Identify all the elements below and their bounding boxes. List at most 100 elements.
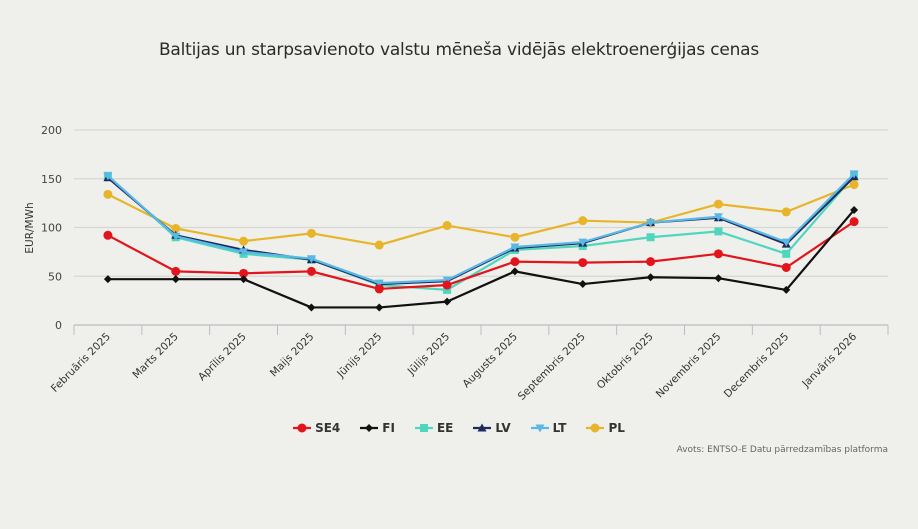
- data-point-pl: [374, 240, 384, 250]
- legend-swatch-se4: [293, 423, 312, 433]
- x-tick-label: Marts 2025: [130, 331, 181, 382]
- legend-swatch-fi: [360, 424, 379, 432]
- data-point-fi: [307, 303, 316, 312]
- data-point-lt: [171, 232, 181, 241]
- series-line-fi: [107, 209, 855, 309]
- data-point-pl: [103, 189, 113, 199]
- data-point-se4: [442, 280, 452, 290]
- legend-item-lt[interactable]: LT: [530, 421, 567, 435]
- data-point-pl: [239, 236, 249, 246]
- legend-item-ee[interactable]: EE: [414, 421, 453, 435]
- chart-title: Baltijas un starpsavienoto valstu mēneša…: [158, 40, 760, 60]
- data-point-lt: [849, 170, 859, 179]
- data-point-pl: [849, 180, 859, 190]
- legend-swatch-ee: [414, 424, 433, 432]
- legend-label: FI: [382, 421, 395, 435]
- legend-marker: [297, 423, 307, 433]
- data-point-lt: [781, 238, 791, 247]
- data-point-pl: [171, 223, 181, 233]
- legend-label: PL: [608, 421, 625, 435]
- data-point-se4: [103, 230, 113, 240]
- data-point-se4: [578, 258, 588, 268]
- series-line-se4: [107, 220, 855, 291]
- x-tick-label: Janvāris 2026: [799, 330, 859, 390]
- x-tick-label: Novembris 2025: [654, 331, 724, 401]
- x-tick-label: Aprīlis 2025: [196, 331, 249, 384]
- data-point-fi: [375, 303, 384, 312]
- data-point-lt: [578, 238, 588, 247]
- data-point-ee: [646, 233, 655, 242]
- data-point-fi: [239, 275, 248, 284]
- legend-marker: [419, 424, 428, 432]
- x-tick-label: Februāris 2025: [49, 331, 113, 395]
- legend-label: LT: [552, 421, 567, 435]
- y-tick-label: 200: [41, 124, 62, 137]
- series-line-ee: [107, 175, 855, 291]
- legend-swatch-lv: [473, 423, 492, 432]
- legend-swatch-pl: [586, 423, 605, 433]
- legend-item-lv[interactable]: LV: [473, 421, 511, 435]
- data-point-pl: [781, 207, 791, 217]
- data-point-fi: [443, 297, 452, 306]
- data-point-se4: [510, 257, 520, 267]
- data-point-pl: [442, 221, 452, 231]
- data-point-pl: [578, 216, 588, 226]
- data-point-fi: [646, 273, 655, 282]
- legend-item-se4[interactable]: SE4: [293, 421, 340, 435]
- data-point-ee: [443, 285, 452, 294]
- source-note: Avots: ENTSO-E Datu pārredzamības platfo…: [676, 445, 888, 455]
- series-line-pl: [107, 183, 855, 247]
- data-point-se4: [849, 217, 859, 227]
- data-point-fi: [510, 267, 519, 276]
- y-tick-label: 50: [48, 270, 62, 283]
- data-point-fi: [782, 285, 791, 294]
- legend: SE4 FI EE LV LT PL: [0, 421, 918, 435]
- data-point-lt: [713, 213, 723, 222]
- data-point-fi: [578, 280, 587, 289]
- x-tick-label: Jūnijs 2025: [334, 331, 384, 381]
- data-point-se4: [713, 249, 723, 259]
- legend-swatch-lt: [530, 424, 549, 433]
- series-line-lt: [107, 173, 855, 285]
- data-point-fi: [103, 275, 112, 284]
- data-point-fi: [714, 274, 723, 283]
- y-axis-title: EUR/MWh: [24, 202, 36, 253]
- data-point-lt: [239, 248, 249, 257]
- data-point-fi: [850, 205, 859, 214]
- series-fi: [103, 205, 859, 312]
- data-point-pl: [306, 228, 316, 238]
- legend-item-pl[interactable]: PL: [586, 421, 625, 435]
- gridlines: [74, 129, 888, 277]
- y-tick-label: 150: [41, 173, 62, 186]
- legend-label: SE4: [315, 421, 341, 435]
- legend-marker: [590, 423, 600, 433]
- x-tick-label: Decembris 2025: [722, 331, 792, 401]
- data-point-ee: [782, 249, 791, 258]
- data-point-lt: [646, 219, 656, 228]
- data-point-lt: [103, 172, 113, 181]
- series-pl: [103, 180, 859, 250]
- data-point-se4: [646, 257, 656, 267]
- y-axis-ticks: 0 50 100 150 200: [41, 124, 62, 332]
- x-axis: Februāris 2025 Marts 2025 Aprīlis 2025 Maij…: [49, 324, 889, 403]
- series-group: [103, 170, 859, 312]
- legend-marker: [477, 423, 487, 432]
- x-tick-label: Jūlijs 2025: [405, 331, 452, 378]
- data-point-se4: [239, 268, 249, 278]
- y-tick-label: 100: [41, 222, 62, 235]
- x-tick-label: Septembris 2025: [516, 331, 588, 403]
- data-point-fi: [171, 275, 180, 284]
- x-tick-label: Maijs 2025: [268, 331, 317, 380]
- data-point-pl: [713, 199, 723, 209]
- legend-item-fi[interactable]: FI: [360, 421, 395, 435]
- x-tick-label: Oktobris 2025: [595, 331, 656, 392]
- series-se4: [103, 217, 859, 294]
- data-point-se4: [781, 262, 791, 272]
- series-ee: [103, 171, 859, 294]
- data-point-se4: [171, 266, 181, 276]
- legend-label: LV: [495, 421, 511, 435]
- data-point-se4: [374, 284, 384, 294]
- data-point-lt: [374, 279, 384, 288]
- data-point-pl: [510, 232, 520, 242]
